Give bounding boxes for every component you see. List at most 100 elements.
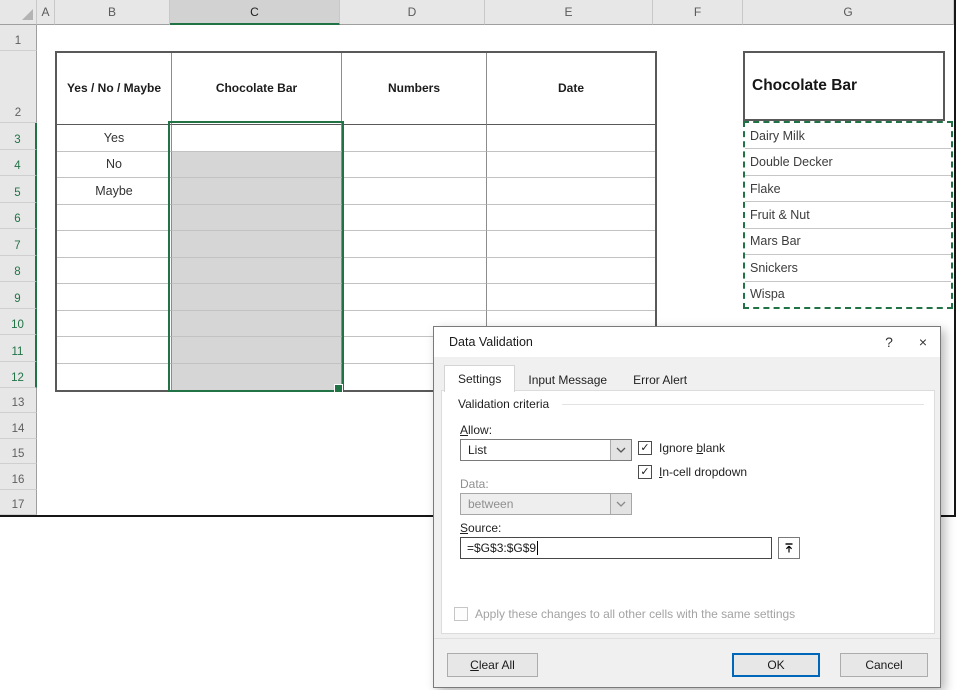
table-header-cell[interactable]: Numbers: [342, 53, 487, 125]
column-header-A[interactable]: A: [37, 0, 55, 25]
source-input-value: =$G$3:$G$9: [467, 541, 537, 555]
cell[interactable]: [172, 337, 342, 364]
cell[interactable]: [487, 258, 655, 284]
cell[interactable]: [342, 178, 487, 205]
cell[interactable]: [57, 284, 172, 311]
cell[interactable]: [57, 337, 172, 364]
cell[interactable]: [342, 284, 487, 311]
clear-all-button[interactable]: Clear All: [447, 653, 538, 677]
table-header-cell[interactable]: Chocolate Bar: [172, 53, 342, 125]
cell[interactable]: [342, 310, 487, 337]
help-icon[interactable]: ?: [885, 334, 893, 350]
tab-settings[interactable]: Settings: [444, 365, 516, 392]
cell[interactable]: [172, 125, 342, 152]
row-header-8[interactable]: 8: [0, 255, 37, 282]
cell[interactable]: [172, 310, 342, 337]
column-header-D[interactable]: D: [340, 0, 485, 25]
row-header-16[interactable]: 16: [0, 464, 37, 490]
column-header-G[interactable]: G: [743, 0, 954, 25]
incell-dropdown-label: In-cell dropdown: [659, 465, 748, 479]
source-input[interactable]: =$G$3:$G$9: [460, 537, 772, 559]
list-item[interactable]: Snickers: [745, 255, 951, 282]
cell[interactable]: [342, 257, 487, 284]
list-item[interactable]: Mars Bar: [745, 229, 951, 256]
cell[interactable]: [487, 205, 655, 231]
dialog-title: Data Validation: [449, 335, 533, 349]
group-divider: [562, 404, 924, 405]
cell[interactable]: [57, 231, 172, 258]
cell[interactable]: Maybe: [57, 178, 172, 205]
ignore-blank-checkbox[interactable]: ✓ Ignore blank: [638, 441, 725, 455]
list-item[interactable]: Dairy Milk: [745, 123, 951, 150]
row-header-4[interactable]: 4: [0, 149, 37, 176]
tab-error-alert[interactable]: Error Alert: [633, 372, 688, 387]
cell[interactable]: [172, 284, 342, 311]
row-header-7[interactable]: 7: [0, 229, 37, 256]
footer-divider: [434, 638, 940, 639]
fill-handle[interactable]: [334, 384, 343, 393]
list-title-cell[interactable]: Chocolate Bar: [743, 51, 945, 121]
row-header-5[interactable]: 5: [0, 176, 37, 203]
column-header-C[interactable]: C: [170, 0, 340, 25]
cell[interactable]: [172, 257, 342, 284]
cell[interactable]: [57, 310, 172, 337]
list-item[interactable]: Wispa: [750, 287, 785, 302]
list-item[interactable]: Fruit & Nut: [745, 202, 951, 229]
cell[interactable]: [342, 125, 487, 152]
cell[interactable]: [342, 151, 487, 178]
cell[interactable]: [487, 284, 655, 311]
cell[interactable]: No: [57, 151, 172, 178]
cell[interactable]: [487, 125, 655, 152]
list-item[interactable]: Flake: [745, 176, 951, 203]
chevron-down-icon[interactable]: [610, 440, 631, 460]
cell[interactable]: [57, 363, 172, 390]
cell[interactable]: [172, 204, 342, 231]
allow-dropdown[interactable]: List: [460, 439, 632, 461]
row-header-14[interactable]: 14: [0, 413, 37, 439]
cell[interactable]: Yes: [57, 125, 172, 152]
row-header-17[interactable]: 17: [0, 489, 37, 515]
column-header-B[interactable]: B: [55, 0, 170, 25]
close-icon[interactable]: ×: [918, 334, 928, 350]
cell[interactable]: [172, 231, 342, 258]
table-header-cell[interactable]: Date: [487, 53, 655, 125]
row-header-2[interactable]: 2: [0, 51, 37, 123]
row-header-15[interactable]: 15: [0, 438, 37, 465]
row-header-9[interactable]: 9: [0, 282, 37, 309]
cell[interactable]: [57, 257, 172, 284]
cell[interactable]: [57, 204, 172, 231]
column-header-F[interactable]: F: [653, 0, 743, 25]
collapse-dialog-button[interactable]: [778, 537, 800, 559]
cell[interactable]: [342, 204, 487, 231]
data-dropdown-value: between: [468, 497, 514, 511]
row-header-11[interactable]: 11: [0, 335, 37, 362]
cell[interactable]: [172, 363, 342, 390]
incell-dropdown-checkbox[interactable]: ✓ In-cell dropdown: [638, 465, 747, 479]
dialog-tabs: Settings Input Message Error Alert: [444, 365, 700, 392]
row-header-12[interactable]: 12: [0, 361, 37, 388]
checkbox-checked-icon[interactable]: ✓: [638, 441, 652, 455]
tab-input-message[interactable]: Input Message: [528, 372, 608, 387]
cell[interactable]: [487, 152, 655, 178]
row-header-10[interactable]: 10: [0, 308, 37, 335]
cell[interactable]: [172, 151, 342, 178]
dialog-titlebar[interactable]: Data Validation ? ×: [434, 327, 940, 357]
select-all-corner[interactable]: [0, 0, 37, 25]
cell[interactable]: [172, 178, 342, 205]
list-item[interactable]: Double Decker: [745, 149, 951, 176]
data-validation-dialog: Data Validation ? × Settings Input Messa…: [433, 326, 941, 688]
row-header-3[interactable]: 3: [0, 123, 37, 150]
cancel-button[interactable]: Cancel: [840, 653, 928, 677]
row-header-1[interactable]: 1: [0, 25, 37, 51]
column-header-E[interactable]: E: [485, 0, 653, 25]
checkbox-checked-icon[interactable]: ✓: [638, 465, 652, 479]
row-header-13[interactable]: 13: [0, 388, 37, 414]
ok-button[interactable]: OK: [732, 653, 820, 677]
row-header-6[interactable]: 6: [0, 202, 37, 229]
table-header-cell[interactable]: Yes / No / Maybe: [57, 53, 172, 125]
cell[interactable]: [487, 178, 655, 205]
cell[interactable]: [487, 231, 655, 258]
cell[interactable]: [342, 231, 487, 258]
